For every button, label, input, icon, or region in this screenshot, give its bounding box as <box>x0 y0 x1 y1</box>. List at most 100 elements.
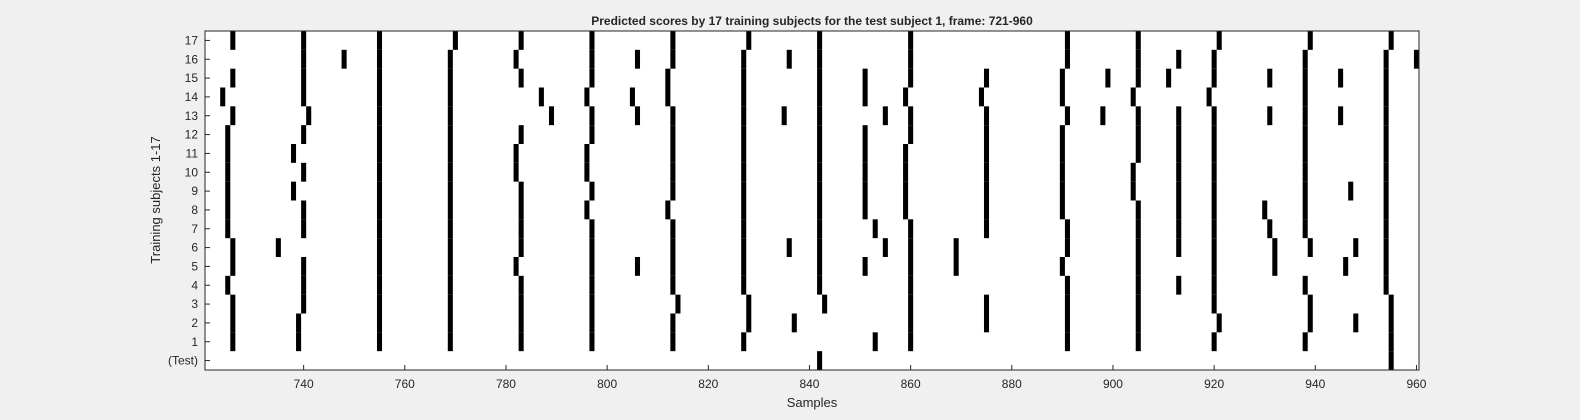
heat-cell <box>903 162 909 182</box>
heat-cell <box>1272 238 1278 257</box>
heat-cell <box>670 275 676 295</box>
heat-cell <box>589 31 595 50</box>
heat-cell <box>1176 200 1182 220</box>
heat-cell <box>983 219 990 239</box>
heat-cell <box>953 238 959 257</box>
heat-cell <box>518 275 524 295</box>
heat-cell <box>817 49 823 69</box>
heat-cell <box>670 106 676 126</box>
heat-cell <box>225 162 231 182</box>
heat-cell <box>1064 275 1070 295</box>
heat-cell <box>1100 106 1106 126</box>
y-tick-label: 11 <box>186 146 199 160</box>
heat-cell <box>376 49 383 69</box>
y-tick-label: 6 <box>191 241 198 255</box>
heat-cell <box>1206 87 1212 107</box>
heat-cell <box>225 219 231 239</box>
heat-cell <box>908 238 914 257</box>
heat-cell <box>903 181 909 201</box>
heat-cell <box>220 87 226 107</box>
heat-cell <box>376 257 383 276</box>
heat-cell <box>908 275 914 295</box>
heat-cell <box>675 294 681 314</box>
heat-cell <box>1059 125 1065 144</box>
heat-cell <box>589 313 595 333</box>
y-tick-label: 8 <box>191 203 198 217</box>
heat-cell <box>1302 144 1308 163</box>
heat-cell <box>589 257 595 276</box>
heat-cell <box>670 219 676 239</box>
heat-cell <box>1059 162 1065 182</box>
heat-cell <box>741 68 747 88</box>
heat-cell <box>1272 257 1278 276</box>
heat-cell <box>589 106 595 126</box>
y-tick-label: 15 <box>185 71 199 85</box>
heat-cell <box>225 181 231 201</box>
heat-cell <box>983 313 990 333</box>
heat-cell <box>1211 257 1217 276</box>
heat-cell <box>447 275 453 295</box>
y-tick-label: 5 <box>191 259 198 273</box>
heat-cell <box>225 200 231 220</box>
heat-cell <box>817 238 823 257</box>
heat-cell <box>290 181 297 201</box>
heat-cell <box>786 238 792 257</box>
heat-cell <box>225 275 231 295</box>
heat-cell <box>447 144 453 163</box>
heat-cell <box>1267 106 1273 126</box>
heat-cell <box>1307 294 1313 314</box>
heat-cell <box>538 87 544 107</box>
heat-cell <box>1388 313 1394 333</box>
heat-cell <box>908 68 914 88</box>
heat-cell <box>1135 49 1141 69</box>
heat-cell <box>817 144 823 163</box>
heat-cell <box>1302 332 1308 352</box>
heat-cell <box>376 181 383 201</box>
heat-cell <box>584 162 590 182</box>
heat-cell <box>741 125 747 144</box>
heat-cell <box>817 162 823 182</box>
heat-cell <box>584 87 590 107</box>
heat-cell <box>376 332 383 352</box>
heat-cell <box>230 238 236 257</box>
heat-cell <box>1383 125 1389 144</box>
heat-cell <box>1383 87 1389 107</box>
heat-cell <box>1135 125 1141 144</box>
heat-cell <box>817 31 823 50</box>
heat-cell <box>741 162 747 182</box>
heat-cell <box>589 219 595 239</box>
x-tick-label: 780 <box>496 377 516 391</box>
heat-cell <box>376 162 383 182</box>
heat-cell <box>296 332 302 352</box>
heat-cell <box>1135 219 1141 239</box>
heat-cell <box>1176 219 1182 239</box>
heat-cell <box>1267 219 1273 239</box>
heat-cell <box>1135 200 1141 220</box>
heat-cell <box>1216 31 1222 50</box>
heat-cell <box>1383 219 1389 239</box>
heat-cell <box>983 294 990 314</box>
heat-cell <box>1176 106 1182 126</box>
x-tick-label: 740 <box>294 377 314 391</box>
x-axis-label: Samples <box>787 395 838 410</box>
heat-cell <box>1135 294 1141 314</box>
heat-cell <box>670 238 676 257</box>
heat-cell <box>1388 351 1394 370</box>
heat-cell <box>447 313 453 333</box>
heat-cell <box>447 294 453 314</box>
heat-cell <box>983 68 990 88</box>
heat-cell <box>862 87 868 107</box>
heat-cell <box>518 294 524 314</box>
y-tick-label: 10 <box>185 165 199 179</box>
y-tick-label: 3 <box>191 297 198 311</box>
heat-cell <box>634 257 641 276</box>
heat-cell <box>518 313 524 333</box>
heat-cell <box>518 200 524 220</box>
heat-cell <box>1176 49 1182 69</box>
heat-cell <box>1353 313 1359 333</box>
heat-cell <box>447 200 453 220</box>
heat-cell <box>447 106 453 126</box>
heat-cell <box>513 162 519 182</box>
heat-cell <box>1135 31 1141 50</box>
heat-cell <box>908 332 914 352</box>
